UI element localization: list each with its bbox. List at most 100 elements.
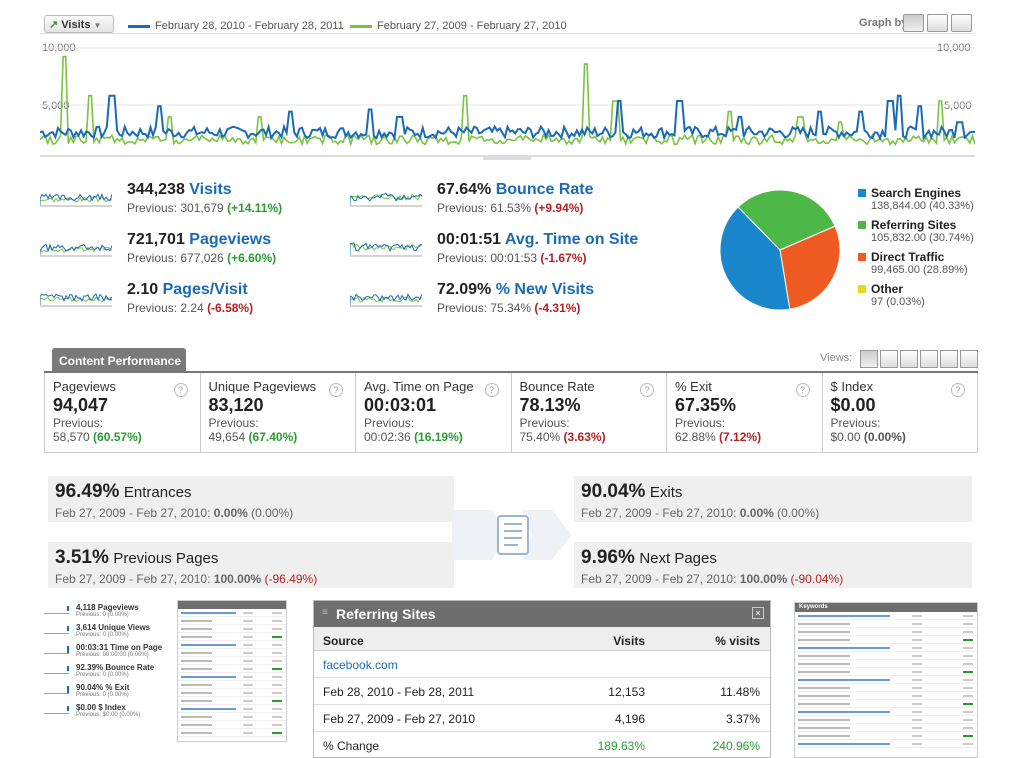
legend-item-referring-sites[interactable]: Referring Sites 105,832.00 (30.74%) bbox=[858, 218, 974, 244]
legend-item-direct-traffic[interactable]: Direct Traffic 99,465.00 (28.89%) bbox=[858, 250, 968, 276]
cp-title: Pageviews bbox=[53, 379, 116, 394]
exits-label: Exits bbox=[649, 484, 683, 501]
legend-item-other[interactable]: Other 97 (0.03%) bbox=[858, 282, 925, 308]
metric-change: (-4.31%) bbox=[534, 301, 581, 315]
cp-change: (60.57%) bbox=[93, 430, 142, 444]
help-icon[interactable]: ? bbox=[329, 383, 343, 397]
metric-bounce-rate[interactable]: 67.64% Bounce Rate Previous: 61.53% (+9.9… bbox=[350, 181, 650, 221]
list-item bbox=[178, 673, 286, 681]
metric-dropdown[interactable]: ↗ Visits ▼ bbox=[44, 15, 114, 33]
metric-label-link[interactable]: % New Visits bbox=[495, 281, 595, 298]
metric-pages-visit[interactable]: 2.10 Pages/Visit Previous: 2.24 (-6.58%) bbox=[40, 281, 340, 321]
cp-previous-label: Previous: bbox=[364, 416, 415, 430]
next-pages-value: 9.96% bbox=[581, 547, 635, 568]
cp-title: Unique Pageviews bbox=[208, 379, 317, 394]
column-visits[interactable]: Visits bbox=[613, 634, 645, 648]
metric-visits[interactable]: 344,238 Visits Previous: 301,679 (+14.11%… bbox=[40, 181, 340, 221]
view-comparison-icon[interactable] bbox=[920, 350, 938, 368]
legend-swatch-icon bbox=[858, 221, 866, 229]
metric-number: 67.64% bbox=[437, 181, 492, 198]
metric-previous: Previous: 2.24 (-6.58%) bbox=[127, 301, 253, 315]
view-bar-icon[interactable] bbox=[900, 350, 918, 368]
content-by-title-thumbnail[interactable] bbox=[177, 600, 287, 742]
metric-number: 2.10 bbox=[127, 281, 159, 298]
mini-metric-previous: Previous: 0 (0.00%) bbox=[76, 632, 129, 638]
keywords-thumbnail[interactable]: Keywords bbox=[794, 602, 978, 758]
metric-label-link[interactable]: Pages/Visit bbox=[162, 281, 248, 298]
entrances-box[interactable]: 96.49% Entrances Feb 27, 2009 - Feb 27, … bbox=[48, 476, 454, 522]
table-row: % Change 189.63% 240.96% bbox=[314, 732, 770, 758]
pie-slice-other[interactable] bbox=[779, 225, 836, 251]
view-pie-icon[interactable] bbox=[880, 350, 898, 368]
sparkline-icon bbox=[350, 192, 422, 207]
legend-item-search-engines[interactable]: Search Engines 138,844.00 (40.33%) bbox=[858, 186, 974, 212]
metric-avg-time-on-site[interactable]: 00:01:51 Avg. Time on Site Previous: 00:0… bbox=[350, 231, 650, 271]
view-pivot-icon[interactable] bbox=[940, 350, 958, 368]
metric-pageviews[interactable]: 721,701 Pageviews Previous: 677,026 (+6.6… bbox=[40, 231, 340, 271]
next-pages-label: Next Pages bbox=[639, 550, 717, 567]
mini-metric-label: 00:03:31 Time on Page bbox=[76, 643, 163, 652]
column-source[interactable]: Source bbox=[323, 634, 364, 648]
metric-value: 00:01:51 Avg. Time on Site bbox=[437, 231, 638, 249]
source-link[interactable]: facebook.com bbox=[323, 658, 398, 672]
metric-value: 344,238 Visits bbox=[127, 181, 232, 199]
metric--new-visits[interactable]: 72.09% % New Visits Previous: 75.34% (-4.… bbox=[350, 281, 650, 321]
table-row: facebook.com bbox=[314, 651, 770, 678]
graph-scroll-handle[interactable] bbox=[483, 155, 531, 160]
list-item bbox=[178, 609, 286, 617]
list-item bbox=[795, 636, 977, 644]
cp-value: 67.35% bbox=[675, 395, 737, 415]
cp-change: (67.40%) bbox=[248, 430, 298, 444]
metric-value: 67.64% Bounce Rate bbox=[437, 181, 594, 199]
pie-slice-referring-sites[interactable] bbox=[737, 189, 836, 251]
graph-by-week-button[interactable] bbox=[927, 14, 948, 32]
help-icon[interactable]: ? bbox=[640, 383, 654, 397]
legend-previous: February 27, 2009 - February 27, 2010 bbox=[350, 20, 567, 32]
metric-previous: Previous: 677,026 (+6.60%) bbox=[127, 251, 276, 265]
cp-previous-label: Previous: bbox=[53, 416, 104, 430]
cp-cell-pageviews: Pageviews 94,047 Previous: 58,570 (60.57%)? bbox=[45, 373, 200, 452]
view-trend-icon[interactable] bbox=[960, 350, 978, 368]
metric-label-link[interactable]: Pageviews bbox=[189, 231, 272, 248]
list-item bbox=[795, 676, 977, 684]
pie-slice-direct-traffic[interactable] bbox=[779, 225, 841, 310]
cp-cell-index: $ Index $0.00 Previous: $0.00 (0.00%)? bbox=[821, 373, 978, 452]
view-table-icon[interactable] bbox=[860, 350, 878, 368]
legend-name: Direct Traffic bbox=[871, 250, 945, 264]
close-icon[interactable]: × bbox=[752, 607, 764, 619]
graph-by-month-button[interactable] bbox=[951, 14, 972, 32]
column-percent-visits[interactable]: % visits bbox=[715, 634, 760, 648]
mini-baseline bbox=[44, 653, 69, 654]
sparkline-icon bbox=[40, 243, 112, 257]
metric-label-link[interactable]: Bounce Rate bbox=[495, 181, 594, 198]
next-pages-box[interactable]: 9.96% Next Pages Feb 27, 2009 - Feb 27, … bbox=[574, 542, 972, 588]
mini-metric-previous: Previous: $0.00 (0.00%) bbox=[76, 712, 141, 718]
tab-content-performance[interactable]: Content Performance bbox=[52, 348, 186, 372]
legend-swatch-icon bbox=[858, 253, 866, 261]
sparkline-icon bbox=[350, 293, 422, 307]
exits-box[interactable]: 90.04% Exits Feb 27, 2009 - Feb 27, 2010… bbox=[574, 476, 972, 522]
metric-previous-text: Previous: 677,026 bbox=[127, 251, 224, 265]
graph-by-day-button[interactable] bbox=[903, 14, 924, 32]
help-icon[interactable]: ? bbox=[173, 383, 188, 397]
drag-handle-icon[interactable]: ≡ bbox=[322, 607, 328, 618]
graph-toolbar: ↗ Visits ▼ February 28, 2010 - February … bbox=[40, 12, 975, 34]
help-icon[interactable]: ? bbox=[795, 383, 810, 397]
row-label: Feb 28, 2010 - Feb 28, 2011 bbox=[323, 685, 475, 699]
row-percent: 240.96% bbox=[712, 739, 760, 753]
help-icon[interactable]: ? bbox=[484, 383, 499, 397]
list-item bbox=[795, 612, 977, 620]
list-item bbox=[178, 713, 286, 721]
metric-label-link[interactable]: Visits bbox=[189, 181, 232, 198]
previous-pages-box[interactable]: 3.51% Previous Pages Feb 27, 2009 - Feb … bbox=[48, 542, 454, 588]
help-icon[interactable]: ? bbox=[951, 383, 965, 397]
mini-baseline bbox=[44, 613, 69, 614]
referring-sites-title: Referring Sites bbox=[336, 606, 436, 622]
list-item bbox=[178, 625, 286, 633]
pie-slice-search-engines[interactable] bbox=[719, 206, 791, 311]
metric-number: 721,701 bbox=[127, 231, 185, 248]
mini-metric-label: 90.04% % Exit bbox=[76, 683, 130, 692]
metric-label-link[interactable]: Avg. Time on Site bbox=[504, 231, 639, 248]
visits-line-chart[interactable] bbox=[40, 38, 975, 162]
legend-current-label: February 28, 2010 - February 28, 2011 bbox=[155, 20, 344, 32]
